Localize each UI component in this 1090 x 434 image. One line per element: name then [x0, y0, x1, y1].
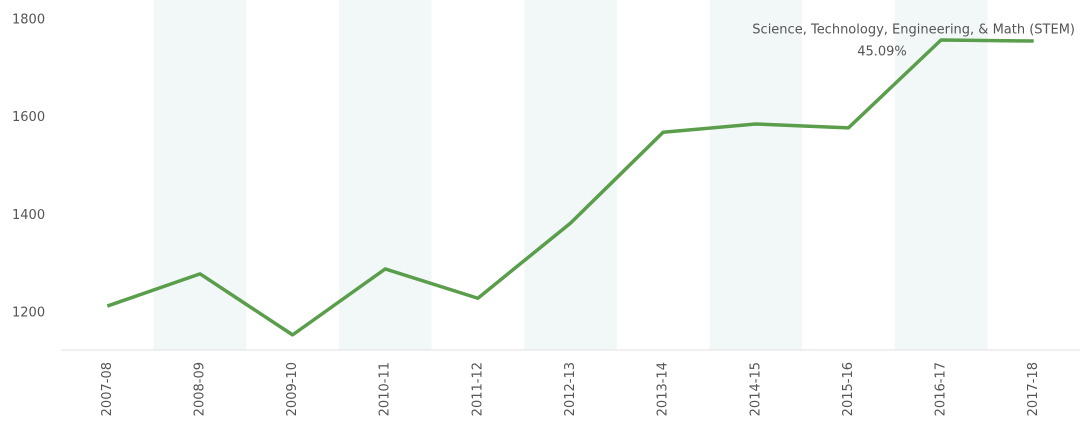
column-band — [894, 0, 988, 350]
x-tick-label: 2011-12 — [470, 362, 485, 416]
column-bands — [153, 0, 988, 350]
x-tick-label: 2007-08 — [100, 362, 115, 416]
x-tick-label: 2017-18 — [1026, 362, 1041, 416]
data-line — [106, 38, 1034, 337]
x-tick-label: 2010-11 — [378, 362, 393, 416]
y-tick-label: 1800 — [12, 13, 45, 28]
annotation-value: 45.09% — [857, 45, 907, 60]
column-band — [338, 0, 432, 350]
x-tick-label: 2013-14 — [656, 362, 671, 416]
x-tick-label: 2008-09 — [192, 362, 207, 416]
y-tick-label: 1400 — [12, 208, 45, 223]
annotation-label: Science, Technology, Engineering, & Math… — [752, 23, 1075, 38]
x-tick-label: 2015-16 — [841, 362, 856, 416]
column-band — [524, 0, 617, 350]
column-band — [153, 0, 247, 350]
y-tick-label: 1200 — [12, 305, 45, 320]
x-tick-label: 2012-13 — [563, 362, 578, 416]
column-band — [709, 0, 803, 350]
x-tick-label: 2016-17 — [934, 362, 949, 416]
y-tick-label: 1600 — [12, 110, 45, 125]
x-tick-label: 2009-10 — [285, 362, 300, 416]
x-tick-label: 2014-15 — [748, 362, 763, 416]
